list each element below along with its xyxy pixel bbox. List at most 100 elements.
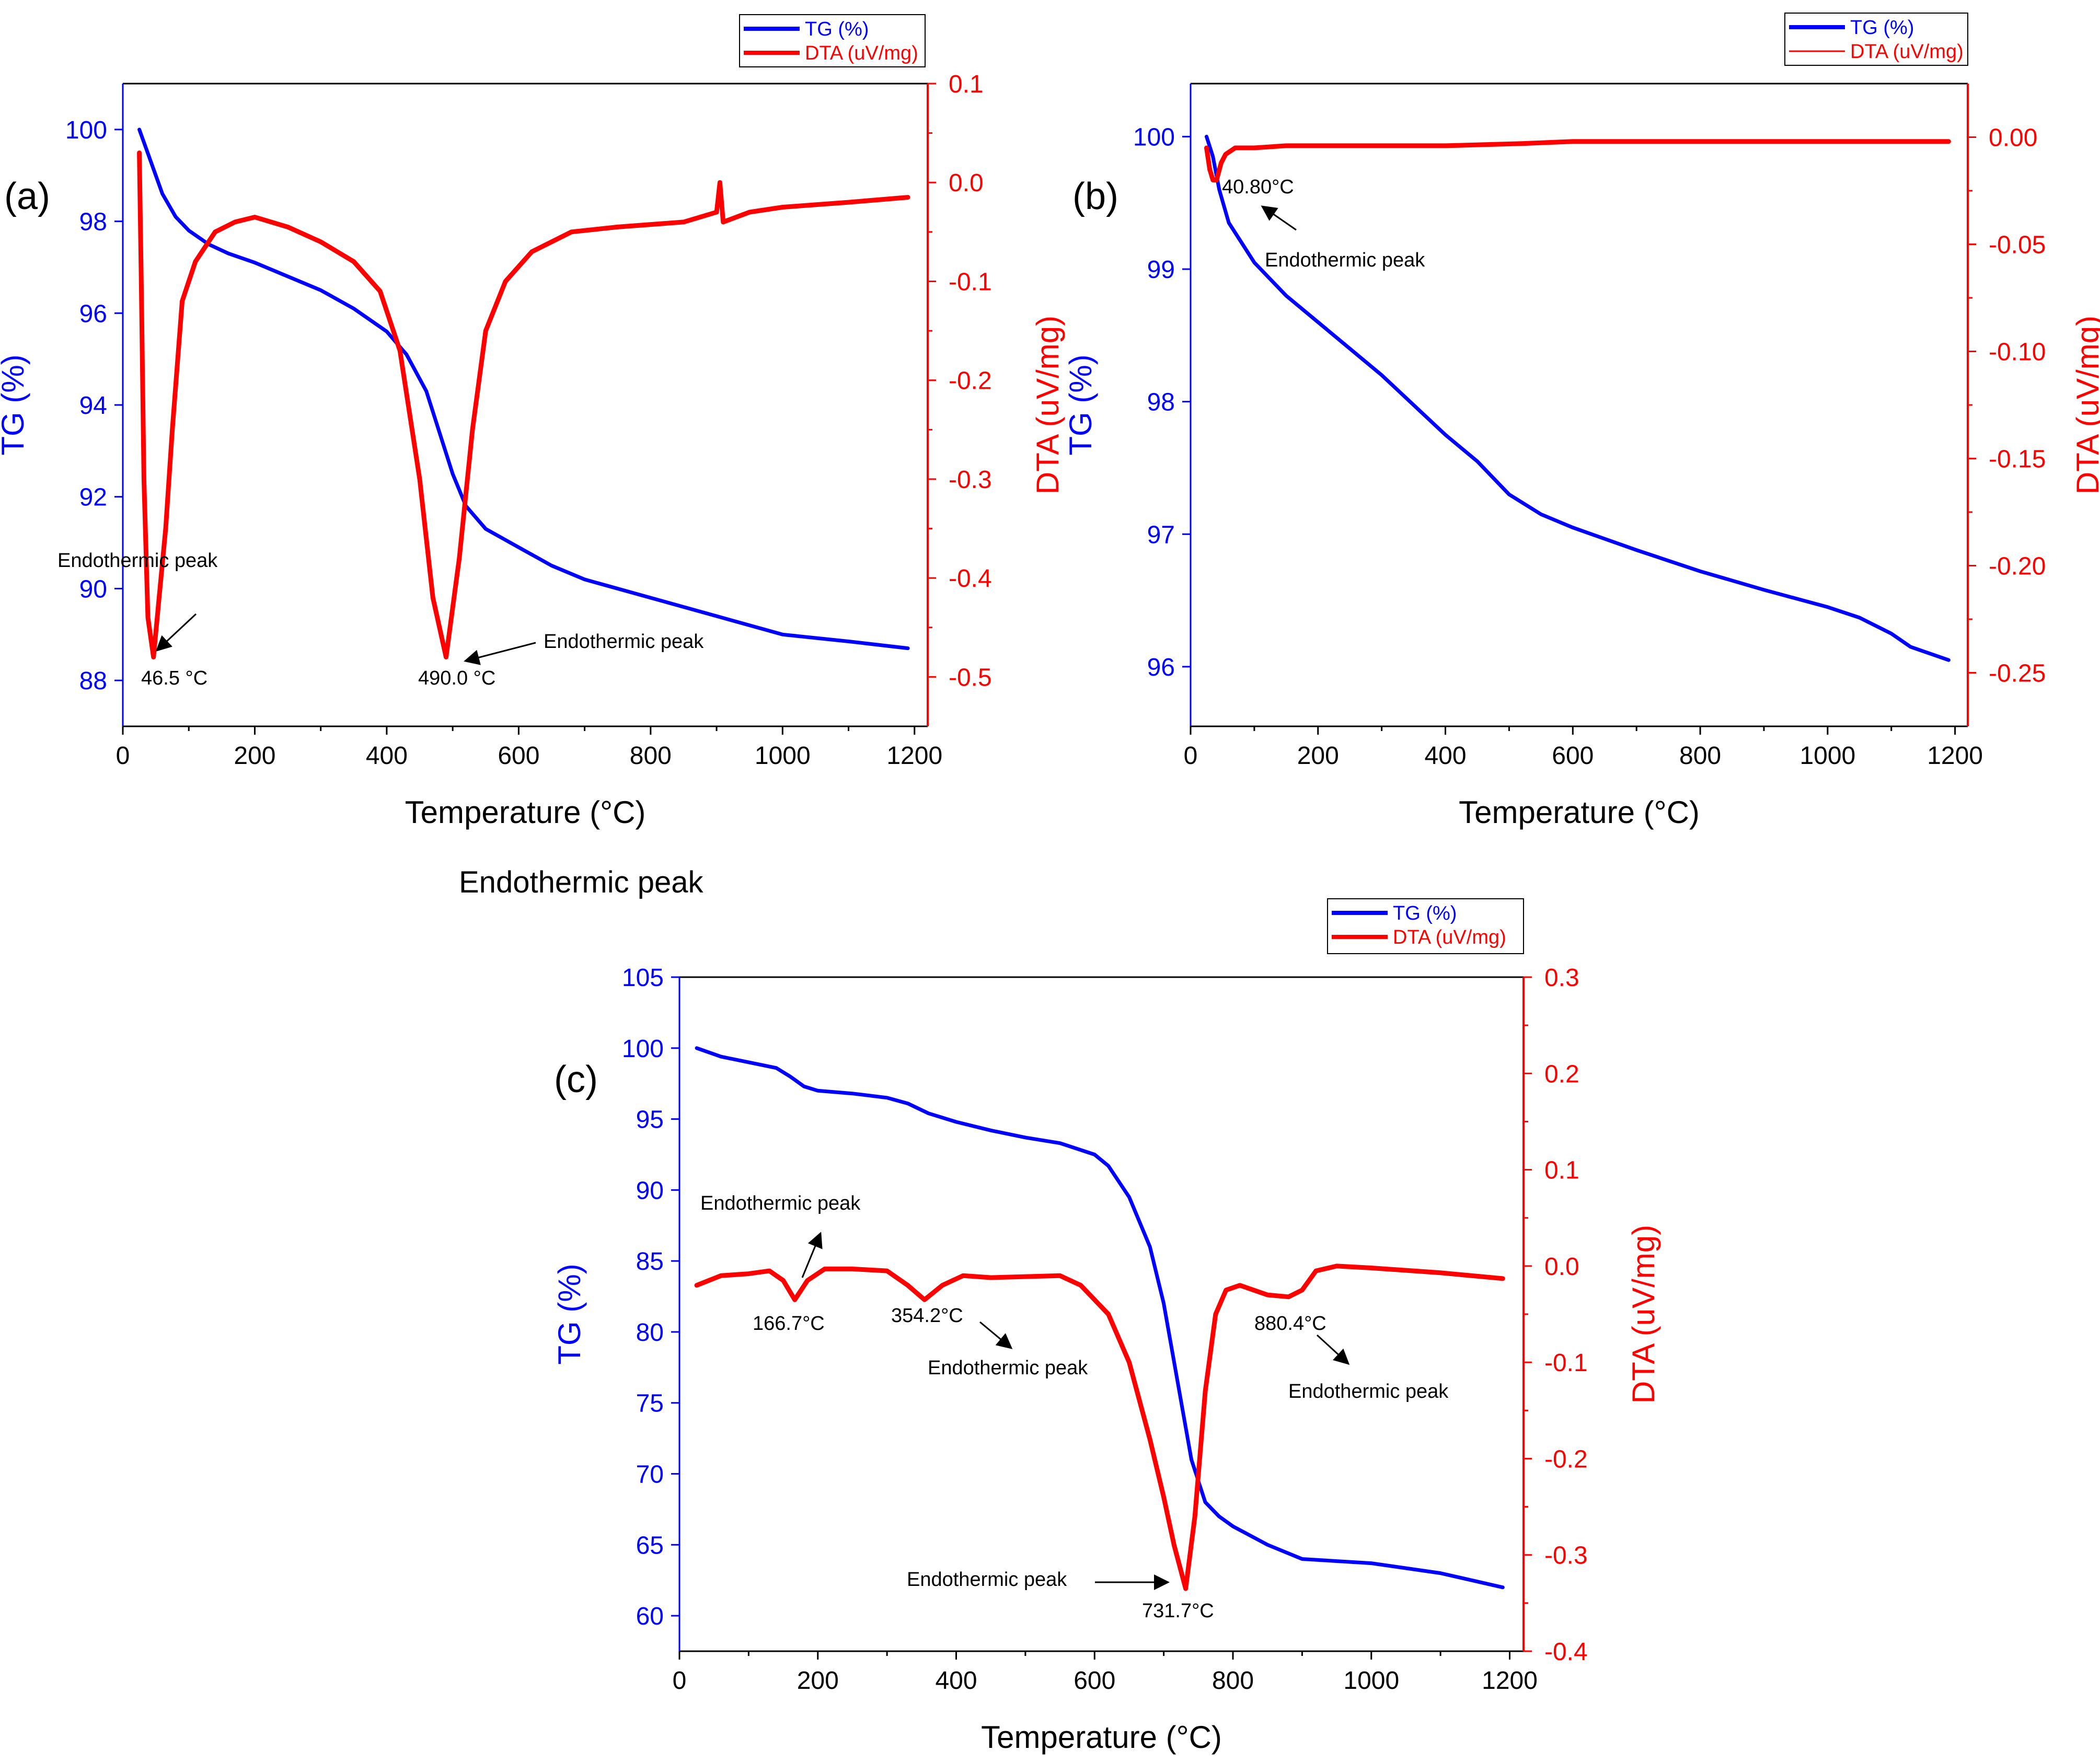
y-left-tick-label: 95 (636, 1106, 664, 1134)
annotation-label: Endothermic peak (1288, 1381, 1449, 1402)
y-right-tick-label: -0.1 (949, 268, 992, 296)
legend: TG (%)DTA (uV/mg) (739, 14, 926, 67)
series-line-tg (695, 1046, 1505, 1590)
y-left-tick-label: 99 (1147, 256, 1175, 284)
y-left-tick-label: 100 (622, 1035, 664, 1063)
annotation-label: Endothermic peak (700, 1192, 861, 1214)
y-left-tick-label: 96 (1147, 654, 1175, 681)
series-line-dta (137, 150, 910, 659)
y-left-tick-label: 97 (1147, 521, 1175, 549)
y-right-tick-label: -0.4 (1544, 1638, 1588, 1666)
y-left-tick-label: 90 (636, 1177, 664, 1204)
x-tick-label: 200 (1297, 742, 1339, 770)
x-tick-label: 0 (116, 742, 130, 770)
y-left-tick-label: 70 (636, 1461, 664, 1489)
x-tick-label: 600 (1552, 742, 1594, 770)
y-right-tick-label: 0.0 (1544, 1253, 1579, 1281)
annotation-label: Endothermic peak (907, 1569, 1067, 1591)
y-right-tick-label: -0.20 (1989, 553, 2046, 581)
annotation-arrow (1261, 205, 1297, 231)
y-left-axis-title: TG (%) (0, 354, 30, 455)
y-right-tick-label: -0.1 (1544, 1349, 1588, 1377)
x-tick-label: 600 (498, 742, 539, 770)
y-left-tick-label: 100 (1133, 123, 1175, 151)
y-left-tick-label: 65 (636, 1532, 664, 1559)
x-tick-label: 800 (1212, 1667, 1254, 1695)
annotation-arrow (1316, 1334, 1350, 1365)
annotation-label: 46.5 °C (141, 667, 207, 689)
legend-box (739, 14, 926, 67)
legend: TG (%)DTA (uV/mg) (1784, 13, 1968, 66)
x-tick-label: 200 (234, 742, 275, 770)
panel-1: 0 200 400 600 800 1000 1200 Temperature (°C) 96 9… (1063, 13, 2100, 830)
annotation-label: Endothermic peak (544, 631, 704, 653)
y-right-tick-label: -0.4 (949, 565, 992, 593)
y-left-tick-label: 92 (79, 484, 107, 512)
legend-label: DTA (uV/mg) (1850, 41, 1964, 63)
legend-label: DTA (uV/mg) (805, 42, 918, 64)
x-tick-label: 1200 (886, 742, 942, 770)
y-right-tick-label: -0.15 (1989, 446, 2046, 473)
y-right-tick-label: -0.10 (1989, 339, 2046, 366)
x-tick-label: 1200 (1927, 742, 1983, 770)
panel-label: (a) (4, 176, 50, 217)
x-tick-label: 400 (1424, 742, 1466, 770)
legend: TG (%)DTA (uV/mg) (1327, 898, 1524, 954)
y-left-tick-label: 98 (79, 208, 107, 236)
x-tick-label: 0 (673, 1667, 687, 1695)
y-right-axis-title: DTA (uV/mg) (1626, 1225, 1661, 1404)
annotation-label: 880.4°C (1254, 1313, 1326, 1335)
x-tick-label: 0 (1184, 742, 1198, 770)
x-tick-label: 800 (1679, 742, 1721, 770)
x-tick-label: 1000 (1343, 1667, 1399, 1695)
legend-box (1327, 898, 1524, 954)
y-left-tick-label: 88 (79, 667, 107, 695)
panel-2: 0 200 400 600 800 1000 1200 Temperature (°C) 60 6… (552, 898, 1661, 1755)
y-left-tick-label: 60 (636, 1603, 664, 1630)
annotation-label: 731.7°C (1142, 1600, 1214, 1622)
y-right-tick-label: -0.25 (1989, 660, 2046, 688)
y-left-tick-label: 85 (636, 1248, 664, 1276)
y-right-tick-label: -0.2 (1544, 1445, 1588, 1473)
legend-label: DTA (uV/mg) (1393, 926, 1506, 948)
x-tick-label: 1200 (1482, 1667, 1538, 1695)
panel-label: (c) (554, 1059, 598, 1100)
annotation-arrow (801, 1232, 823, 1278)
annotation-label: 490.0 °C (418, 667, 495, 689)
annotation-label: 166.7°C (753, 1313, 825, 1335)
x-tick-label: 400 (366, 742, 408, 770)
y-right-tick-label: -0.5 (949, 664, 992, 691)
legend-label: TG (%) (1850, 17, 1914, 39)
y-left-tick-label: 96 (79, 300, 107, 328)
panel-0: 0 200 400 600 800 1000 1200 Temperature (°C) 88 9… (0, 14, 1065, 830)
x-tick-label: 1000 (755, 742, 811, 770)
y-right-tick-label: 0.3 (1544, 964, 1579, 992)
x-axis-title: Temperature (°C) (981, 1720, 1222, 1755)
annotation-arrow (464, 642, 536, 665)
series-line-tg (1205, 134, 1951, 662)
stray-label: Endothermic peak (459, 865, 703, 899)
y-left-tick-label: 105 (622, 964, 664, 992)
y-left-tick-label: 80 (636, 1319, 664, 1347)
annotation-arrow (979, 1321, 1013, 1349)
y-right-tick-label: 0.2 (1544, 1060, 1579, 1088)
y-right-axis-title: DTA (uV/mg) (2070, 316, 2100, 494)
y-right-tick-label: -0.05 (1989, 231, 2046, 259)
legend-label: TG (%) (805, 18, 869, 40)
y-right-tick-label: 0.1 (949, 71, 984, 98)
legend-label: TG (%) (1393, 902, 1457, 924)
series-line-tg (137, 127, 910, 651)
x-tick-label: 1000 (1799, 742, 1855, 770)
annotation-label: 354.2°C (891, 1305, 963, 1327)
x-tick-label: 600 (1074, 1667, 1115, 1695)
y-right-tick-label: -0.2 (949, 367, 992, 395)
series-line-dta (1204, 139, 1951, 182)
y-right-tick-label: -0.3 (949, 466, 992, 494)
y-left-tick-label: 90 (79, 575, 107, 603)
y-right-axis-title: DTA (uV/mg) (1030, 316, 1065, 494)
y-left-axis-title: TG (%) (1063, 354, 1098, 455)
annotation-label: Endothermic peak (57, 550, 218, 572)
series-line-dta (694, 1263, 1505, 1591)
y-right-tick-label: -0.3 (1544, 1542, 1588, 1570)
annotation-label: Endothermic peak (928, 1357, 1088, 1379)
